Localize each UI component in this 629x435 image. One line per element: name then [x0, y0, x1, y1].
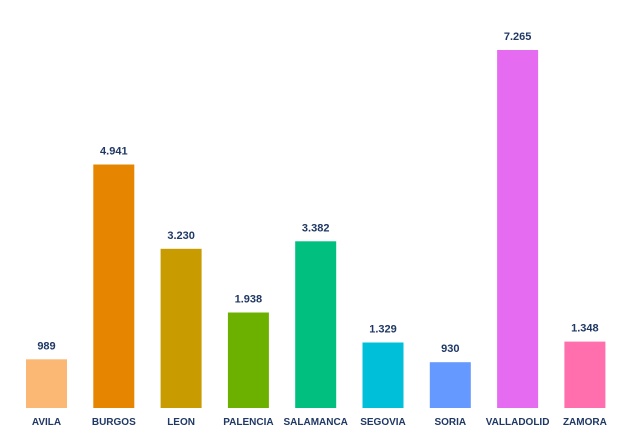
value-label-burgos: 4.941	[100, 146, 128, 158]
bar-segovia	[362, 342, 404, 408]
value-label-zamora: 1.348	[571, 323, 599, 335]
bar-avila	[26, 359, 67, 408]
value-label-segovia: 1.329	[369, 324, 397, 336]
category-label-palencia: PALENCIA	[223, 417, 273, 428]
category-label-soria: SORIA	[434, 417, 466, 428]
bar-salamanca	[295, 241, 337, 408]
value-label-leon: 3.230	[167, 230, 195, 242]
bar-valladolid	[497, 50, 539, 408]
bar-zamora	[564, 341, 606, 408]
category-label-leon: LEON	[167, 417, 195, 428]
category-label-salamanca: SALAMANCA	[283, 417, 347, 428]
category-label-burgos: BURGOS	[92, 417, 136, 428]
bar-palencia	[227, 312, 269, 408]
value-label-salamanca: 3.382	[302, 222, 330, 234]
bar-leon	[160, 248, 202, 408]
bar-soria	[429, 362, 471, 408]
category-label-avila: AVILA	[32, 417, 61, 428]
category-label-segovia: SEGOVIA	[360, 417, 406, 428]
category-label-valladolid: VALLADOLID	[486, 417, 550, 428]
bar-burgos	[93, 164, 135, 408]
value-label-palencia: 1.938	[235, 294, 263, 306]
category-label-zamora: ZAMORA	[563, 417, 607, 428]
value-label-valladolid: 7.265	[504, 31, 532, 43]
value-label-soria: 930	[441, 343, 459, 355]
value-label-avila: 989	[37, 340, 55, 352]
